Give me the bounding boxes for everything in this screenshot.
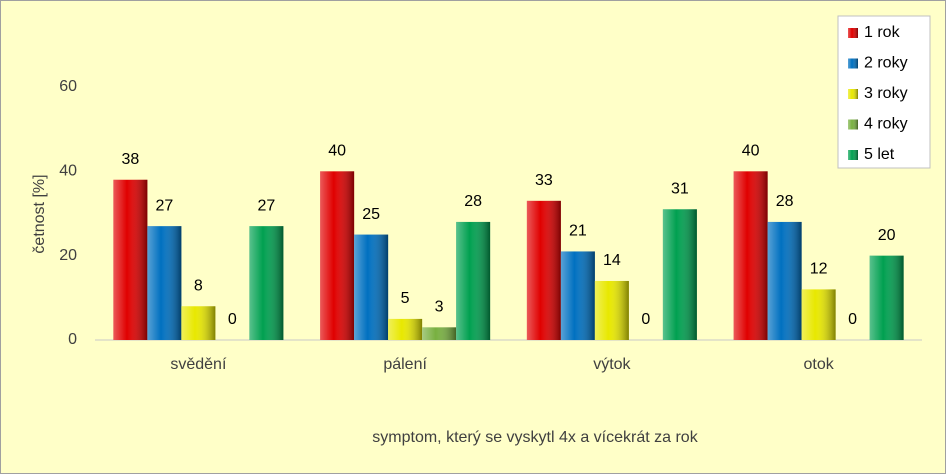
legend-swatch-shade bbox=[848, 89, 858, 99]
x-tick-label: pálení bbox=[383, 356, 427, 373]
legend-label: 2 roky bbox=[864, 55, 908, 72]
data-label: 40 bbox=[742, 143, 760, 160]
legend-swatch-shade bbox=[848, 119, 858, 130]
bar bbox=[422, 327, 457, 340]
data-label: 33 bbox=[535, 172, 553, 189]
bar bbox=[733, 171, 768, 340]
bar bbox=[354, 234, 389, 340]
legend-swatch-shade bbox=[848, 150, 858, 160]
data-label: 28 bbox=[464, 193, 482, 210]
bar bbox=[320, 171, 355, 340]
data-label: 40 bbox=[328, 143, 346, 160]
bar bbox=[181, 306, 216, 340]
y-tick-label: 40 bbox=[59, 163, 77, 180]
y-axis-title: četnost [%] bbox=[31, 174, 48, 253]
data-label: 12 bbox=[810, 261, 828, 278]
legend-swatch-shade bbox=[848, 58, 858, 69]
x-tick-label: výtok bbox=[593, 356, 631, 373]
data-label: 3 bbox=[435, 299, 444, 316]
x-tick-label: svědění bbox=[170, 356, 227, 373]
bar bbox=[869, 255, 904, 340]
data-label: 8 bbox=[194, 277, 203, 294]
bar bbox=[147, 226, 182, 340]
bar bbox=[767, 221, 802, 340]
data-label: 14 bbox=[603, 252, 621, 269]
bar bbox=[388, 318, 423, 340]
data-label: 0 bbox=[228, 311, 237, 328]
bar bbox=[662, 209, 697, 340]
bar bbox=[801, 289, 836, 340]
x-axis-title: symptom, který se vyskytl 4x a vícekrát … bbox=[372, 429, 698, 446]
bar bbox=[456, 221, 491, 340]
y-tick-label: 60 bbox=[59, 78, 77, 95]
data-label: 27 bbox=[257, 197, 275, 214]
data-label: 0 bbox=[848, 311, 857, 328]
legend-label: 5 let bbox=[864, 146, 895, 163]
legend-swatch-shade bbox=[848, 28, 858, 38]
bar bbox=[560, 251, 595, 340]
data-label: 20 bbox=[878, 227, 896, 244]
data-label: 31 bbox=[671, 181, 689, 198]
legend-label: 3 roky bbox=[864, 85, 908, 102]
y-tick-label: 20 bbox=[59, 247, 77, 264]
data-label: 0 bbox=[641, 311, 650, 328]
legend-label: 4 roky bbox=[864, 116, 908, 133]
data-label: 38 bbox=[121, 151, 139, 168]
data-label: 21 bbox=[569, 223, 587, 240]
data-label: 25 bbox=[362, 206, 380, 223]
bar bbox=[113, 179, 148, 340]
bar bbox=[249, 226, 284, 340]
x-tick-label: otok bbox=[804, 356, 835, 373]
legend-label: 1 rok bbox=[864, 24, 901, 41]
data-label: 28 bbox=[776, 193, 794, 210]
data-label: 5 bbox=[401, 290, 410, 307]
bar bbox=[526, 200, 561, 340]
y-tick-label: 0 bbox=[68, 331, 77, 348]
data-label: 27 bbox=[155, 197, 173, 214]
bar bbox=[594, 280, 629, 340]
